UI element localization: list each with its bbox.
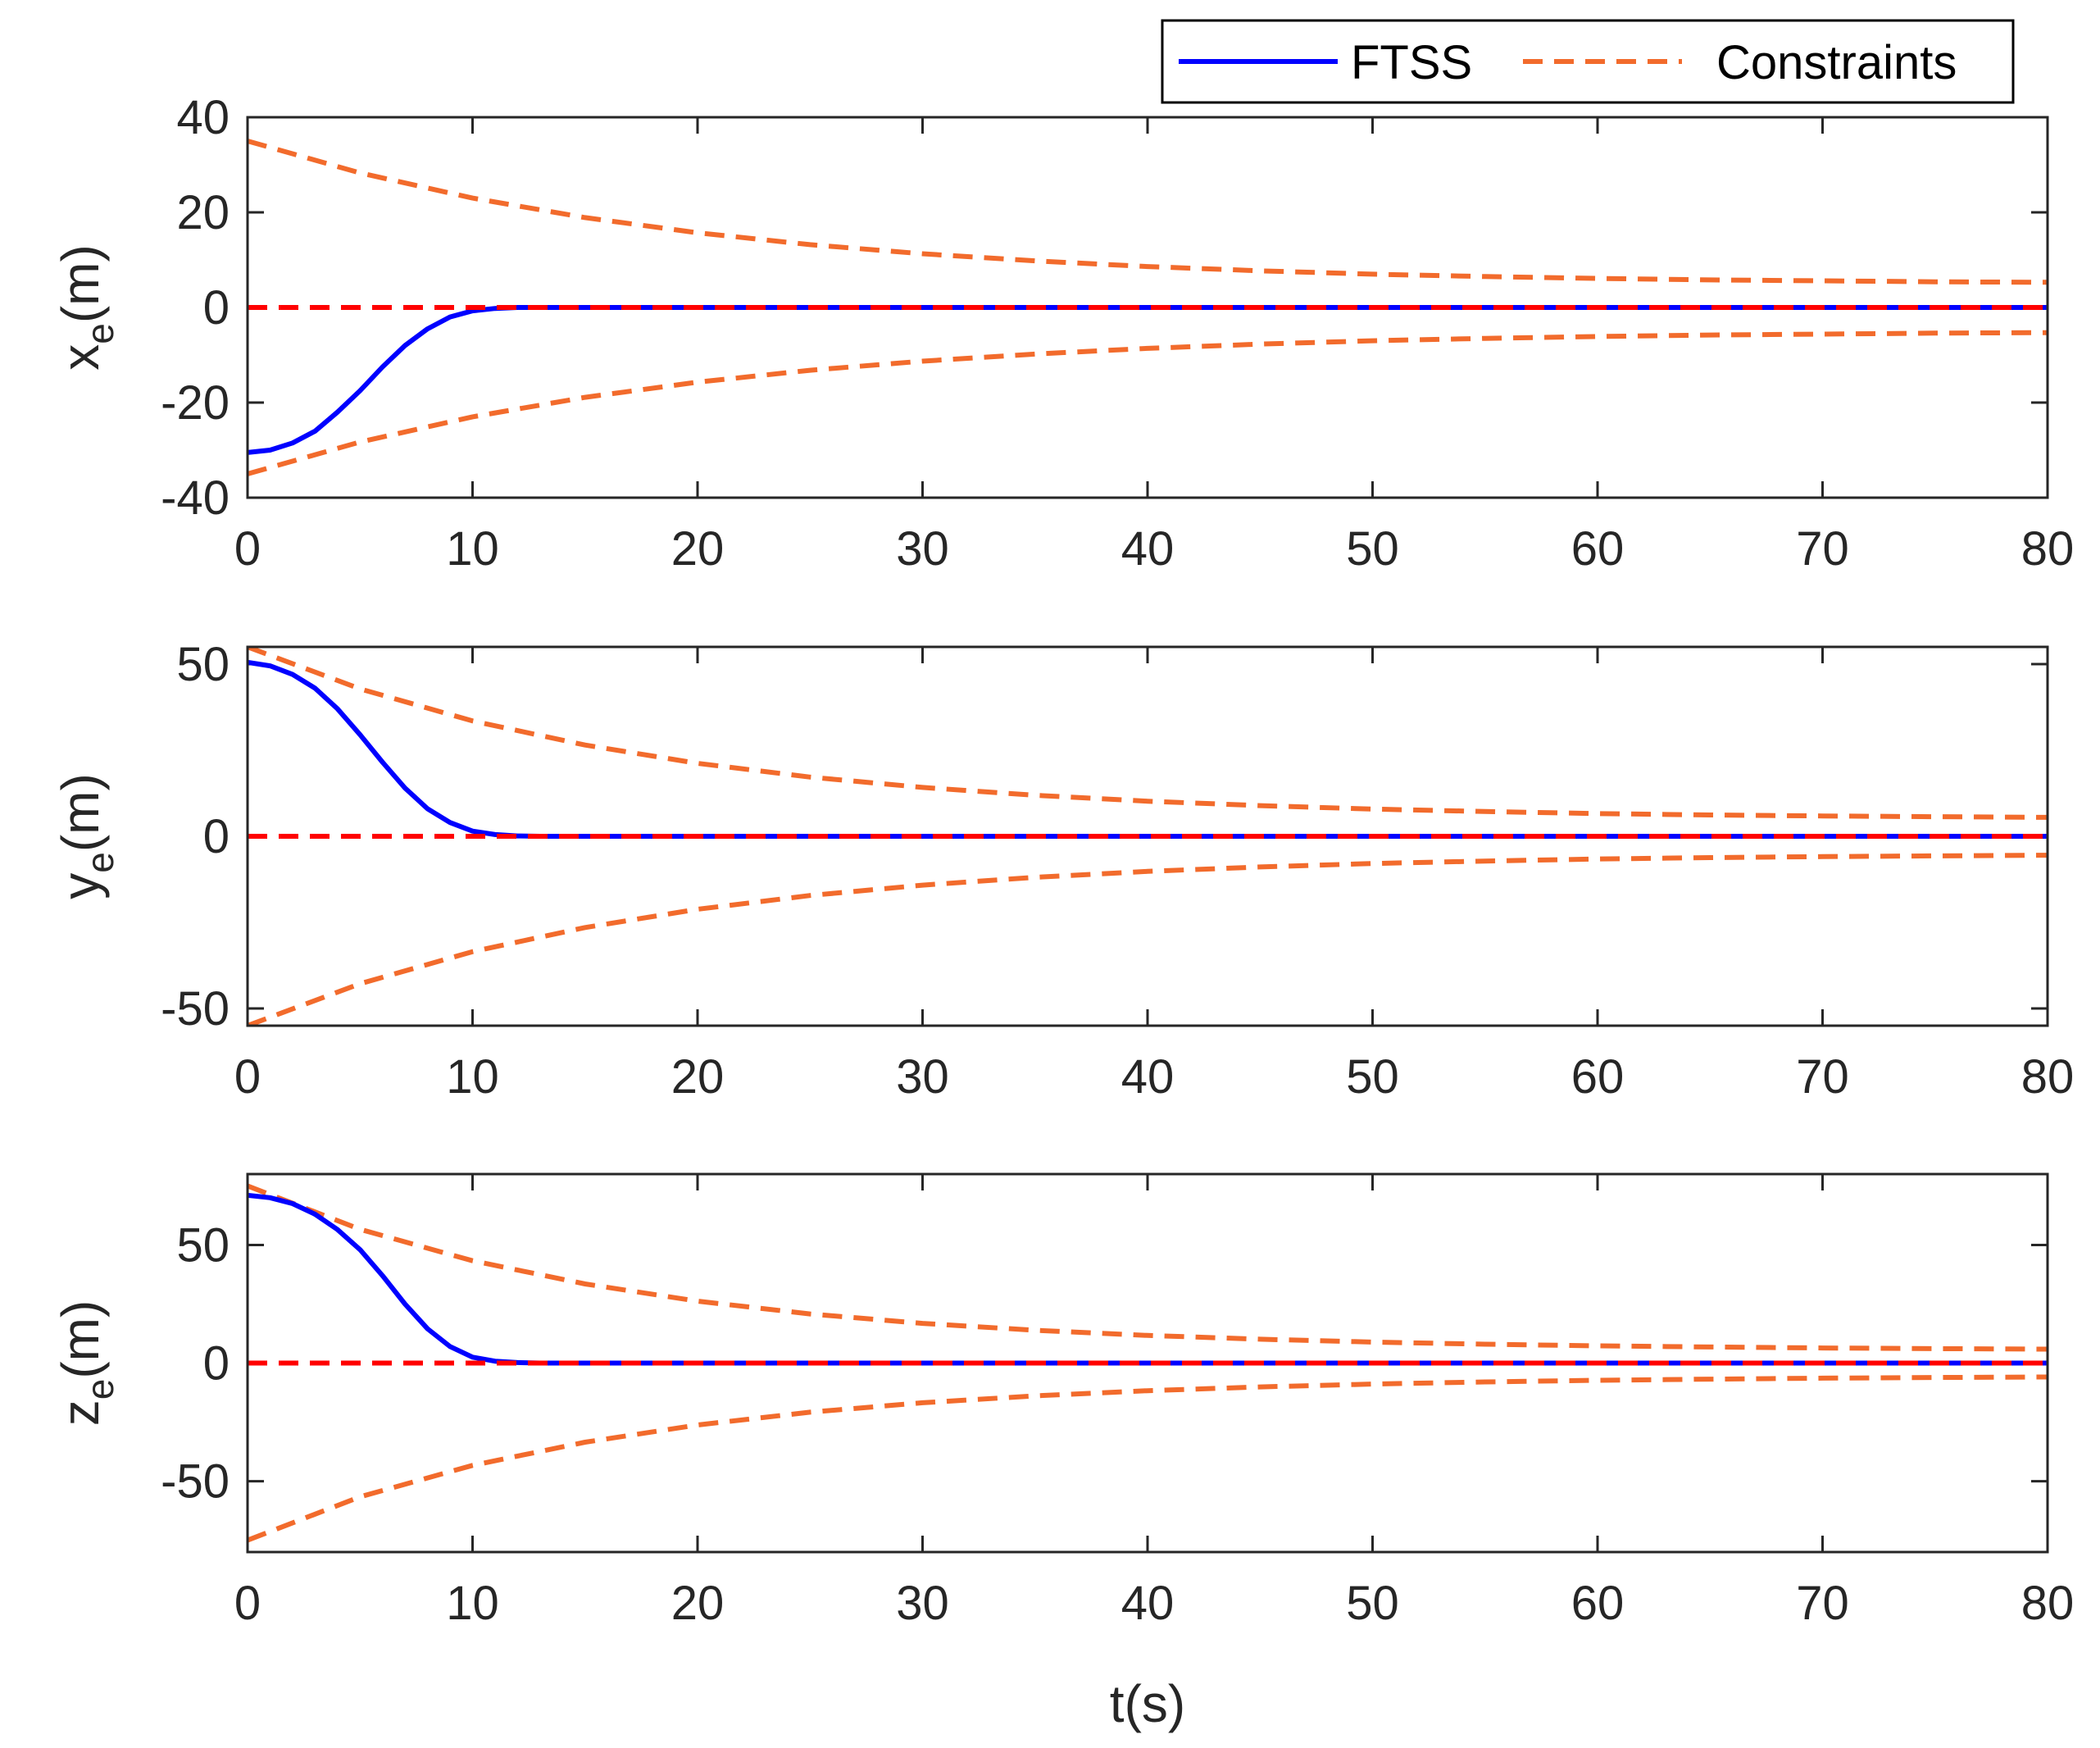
x-tick-label: 70 [1796, 1577, 1849, 1630]
x-tick-label: 40 [1121, 522, 1175, 576]
x-tick-label: 0 [234, 1577, 261, 1630]
x-tick-label: 50 [1346, 522, 1399, 576]
x-axis-label: t(s) [1110, 1674, 1185, 1733]
series-line-ftss [248, 659, 2048, 839]
series-group [248, 1183, 2048, 1543]
y-tick-label: 0 [203, 281, 230, 335]
x-tick-label: 0 [234, 522, 261, 576]
y-tick-label: -50 [161, 1455, 230, 1509]
y-tick-label: -40 [161, 471, 230, 525]
legend-label-constraints: Constraints [1716, 36, 1957, 89]
x-tick-label: 0 [234, 1050, 261, 1104]
series-line-constraints-upper [248, 1183, 2048, 1352]
axes-box [246, 116, 2049, 499]
subplot-x: 0 10 20 30 40 50 60 70 80 -40 -20 0 20 40 xe(m) [51, 91, 2074, 576]
y-axis-label-x: xe(m) [51, 244, 121, 371]
subplot-z: 0 10 20 30 40 50 60 70 80 -50 0 50 ze(m) [51, 1172, 2075, 1630]
x-tick-label: 60 [1571, 1577, 1625, 1630]
series-line-constraints-lower [248, 1374, 2048, 1543]
subplots-group: 0 10 20 30 40 50 60 70 80 -40 -20 0 20 40 xe(m) 0 10 20 30… [51, 91, 2074, 1630]
x-tick-label: 30 [896, 1577, 949, 1630]
x-tick-label: 80 [2021, 522, 2075, 576]
x-tick-label: 80 [2021, 1050, 2075, 1104]
x-tick-label: 60 [1571, 522, 1625, 576]
x-tick-label: 10 [446, 1050, 499, 1104]
y-tick-label: 20 [176, 186, 230, 239]
x-tick-label: 10 [446, 1577, 499, 1630]
y-axis-label-y: ye(m) [51, 773, 121, 899]
series-line-constraints-lower [248, 853, 2048, 1026]
x-tick-label: 50 [1346, 1577, 1399, 1630]
series-line-ftss [248, 1192, 2048, 1366]
series-line-constraints-upper [248, 647, 2048, 820]
y-tick-label: 50 [176, 638, 230, 691]
x-tick-label: 10 [446, 522, 499, 576]
x-tick-label: 40 [1121, 1050, 1175, 1104]
axes-box [246, 1172, 2049, 1554]
x-tick-label: 20 [671, 522, 725, 576]
y-tick-label: 0 [203, 1337, 230, 1391]
legend-label-ftss: FTSS [1351, 36, 1472, 89]
series-line-constraints-upper [248, 139, 2048, 285]
y-axis-label-z: ze(m) [51, 1300, 121, 1427]
x-tick-label: 60 [1571, 1050, 1625, 1104]
axes-box [246, 645, 2049, 1027]
x-tick-label: 70 [1796, 522, 1849, 576]
legend: FTSS Constraints [1161, 19, 2015, 104]
x-tick-label: 40 [1121, 1577, 1175, 1630]
x-tick-label: 80 [2021, 1577, 2075, 1630]
y-tick-label: -50 [161, 982, 230, 1036]
y-tick-label: 0 [203, 810, 230, 863]
series-line-constraints-lower [248, 330, 2048, 476]
y-tick-label: 50 [176, 1218, 230, 1272]
series-group [248, 139, 2048, 476]
y-tick-label: 40 [176, 91, 230, 144]
x-tick-label: 20 [671, 1050, 725, 1104]
x-tick-label: 50 [1346, 1050, 1399, 1104]
series-line-ftss [248, 305, 2048, 455]
x-tick-label: 70 [1796, 1050, 1849, 1104]
x-tick-label: 20 [671, 1577, 725, 1630]
series-group [248, 647, 2048, 1026]
x-tick-label: 30 [896, 1050, 949, 1104]
x-tick-label: 30 [896, 522, 949, 576]
y-tick-label: -20 [161, 376, 230, 430]
